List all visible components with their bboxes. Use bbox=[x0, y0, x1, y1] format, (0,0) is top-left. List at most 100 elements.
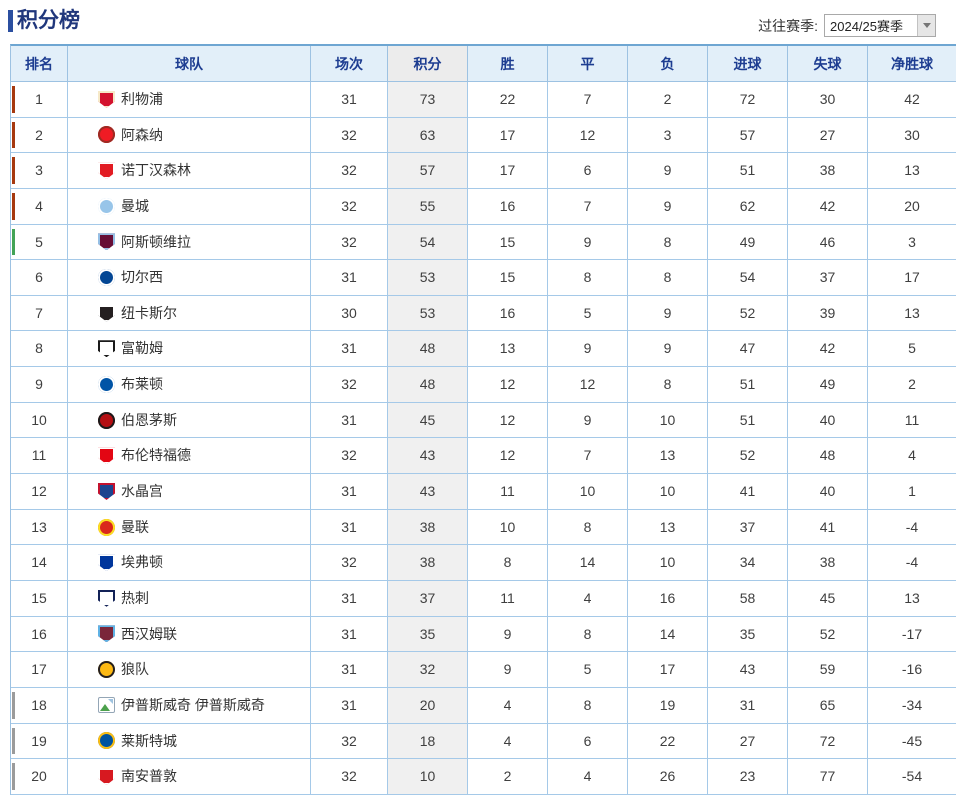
wins-cell: 11 bbox=[468, 474, 548, 510]
rank-value: 13 bbox=[31, 518, 47, 535]
goals-for-cell: 58 bbox=[708, 580, 788, 617]
points-cell: 53 bbox=[388, 260, 468, 296]
matches-played-cell: 32 bbox=[311, 545, 388, 581]
table-row[interactable]: 5 阿斯顿维拉 32 54 15 9 8 49 46 3 bbox=[11, 224, 956, 261]
goal-difference-value: 1 bbox=[908, 483, 916, 500]
goals-for-cell: 23 bbox=[708, 759, 788, 795]
team-name[interactable]: 布伦特福德 bbox=[121, 447, 191, 464]
table-row[interactable]: 7 纽卡斯尔 30 53 16 5 9 52 39 13 bbox=[11, 295, 956, 332]
team-name[interactable]: 曼城 bbox=[121, 197, 149, 214]
table-row[interactable]: 11 布伦特福德 32 43 12 7 13 52 48 4 bbox=[11, 438, 956, 475]
table-row[interactable]: 19 莱斯特城 32 18 4 6 22 27 72 -45 bbox=[11, 723, 956, 760]
goals-against-cell: 72 bbox=[788, 723, 868, 760]
team-logo bbox=[98, 732, 115, 750]
team-name[interactable]: 水晶宫 bbox=[121, 483, 163, 500]
goals-against-value: 49 bbox=[819, 376, 836, 393]
table-row[interactable]: 3 诺丁汉森林 32 57 17 6 9 51 38 13 bbox=[11, 153, 956, 189]
goal-difference-value: 13 bbox=[904, 304, 920, 321]
team-name[interactable]: 切尔西 bbox=[121, 269, 163, 286]
losses-cell: 13 bbox=[628, 438, 708, 475]
team-name[interactable]: 西汉姆联 bbox=[121, 625, 177, 642]
table-row[interactable]: 18 伊普斯威奇 伊普斯威奇 31 20 4 8 19 31 65 -34 bbox=[11, 687, 956, 724]
points-value: 32 bbox=[419, 661, 436, 678]
matches-played-cell: 32 bbox=[311, 438, 388, 475]
goals-for-value: 31 bbox=[739, 696, 756, 713]
chevron-down-icon[interactable] bbox=[917, 15, 935, 36]
team-cell: 水晶宫 bbox=[68, 474, 311, 510]
season-select[interactable]: 2024/25赛季 bbox=[824, 14, 936, 37]
goal-difference-value: -54 bbox=[901, 768, 923, 785]
losses-value: 2 bbox=[663, 91, 672, 107]
team-name[interactable]: 布莱顿 bbox=[121, 376, 163, 393]
goal-difference-cell: -4 bbox=[868, 545, 956, 581]
rank-cell: 20 bbox=[11, 759, 68, 795]
table-row[interactable]: 2 阿森纳 32 63 17 12 3 57 27 30 bbox=[11, 117, 956, 154]
matches-played-cell: 31 bbox=[311, 509, 388, 546]
draws-value: 4 bbox=[583, 768, 592, 785]
points-cell: 38 bbox=[388, 545, 468, 581]
team-name[interactable]: 诺丁汉森林 bbox=[121, 162, 191, 179]
team-cell: 布莱顿 bbox=[68, 367, 311, 403]
team-logo bbox=[98, 90, 115, 108]
team-name[interactable]: 阿森纳 bbox=[121, 126, 163, 143]
team-name[interactable]: 莱斯特城 bbox=[121, 732, 177, 749]
wins-value: 12 bbox=[499, 411, 516, 428]
team-name[interactable]: 曼联 bbox=[121, 518, 149, 535]
losses-value: 9 bbox=[663, 304, 672, 321]
table-row[interactable]: 8 富勒姆 31 48 13 9 9 47 42 5 bbox=[11, 331, 956, 368]
team-name[interactable]: 热刺 bbox=[121, 589, 149, 606]
table-row[interactable]: 15 热刺 31 37 11 4 16 58 45 13 bbox=[11, 580, 956, 617]
table-row[interactable]: 12 水晶宫 31 43 11 10 10 41 40 1 bbox=[11, 474, 956, 510]
wins-cell: 16 bbox=[468, 188, 548, 225]
team-name[interactable]: 埃弗顿 bbox=[121, 554, 163, 571]
goals-against-cell: 45 bbox=[788, 580, 868, 617]
standings-table: 排名 球队 场次 积分胜平负进球 失球 净胜球 1 利物浦 31 73 22 7 2 72… bbox=[10, 44, 956, 795]
team-name[interactable]: 纽卡斯尔 bbox=[121, 304, 177, 321]
draws-cell: 12 bbox=[548, 117, 628, 154]
draws-cell: 6 bbox=[548, 723, 628, 760]
team-name[interactable]: 伯恩茅斯 bbox=[121, 411, 177, 428]
draws-cell: 5 bbox=[548, 295, 628, 332]
table-row[interactable]: 17 狼队 31 32 9 5 17 43 59 -16 bbox=[11, 652, 956, 688]
team-name[interactable]: 阿斯顿维拉 bbox=[121, 233, 191, 250]
losses-value: 16 bbox=[659, 589, 676, 606]
table-row[interactable]: 20 南安普敦 32 10 2 4 26 23 77 -54 bbox=[11, 759, 956, 795]
table-row[interactable]: 6 切尔西 31 53 15 8 8 54 37 17 bbox=[11, 260, 956, 296]
losses-value: 13 bbox=[659, 518, 676, 535]
goals-for-value: 23 bbox=[739, 768, 756, 785]
team-name[interactable]: 南安普敦 bbox=[121, 768, 177, 785]
goals-for-cell: 34 bbox=[708, 545, 788, 581]
team-name[interactable]: 利物浦 bbox=[121, 91, 163, 107]
draws-value: 7 bbox=[583, 447, 592, 464]
column-header-draw: 平 bbox=[548, 46, 628, 82]
points-cell: 57 bbox=[388, 153, 468, 189]
column-header-ga: 失球 bbox=[788, 46, 868, 82]
draws-value: 6 bbox=[583, 162, 592, 179]
table-header-row: 排名 球队 场次 积分胜平负进球 失球 净胜球 bbox=[11, 46, 956, 82]
wins-value: 4 bbox=[503, 696, 512, 713]
matches-played-value: 31 bbox=[341, 269, 357, 286]
team-logo bbox=[98, 304, 115, 322]
table-row[interactable]: 16 西汉姆联 31 35 9 8 14 35 52 -17 bbox=[11, 616, 956, 653]
points-cell: 32 bbox=[388, 652, 468, 688]
team-name[interactable]: 狼队 bbox=[121, 661, 149, 678]
table-row[interactable]: 9 布莱顿 32 48 12 12 8 51 49 2 bbox=[11, 367, 956, 403]
goal-difference-cell: 42 bbox=[868, 82, 956, 118]
goals-against-cell: 77 bbox=[788, 759, 868, 795]
table-row[interactable]: 1 利物浦 31 73 22 7 2 72 30 42 bbox=[11, 82, 956, 118]
goals-for-value: 35 bbox=[739, 625, 756, 642]
goals-for-cell: 62 bbox=[708, 188, 788, 225]
team-logo bbox=[98, 447, 115, 465]
team-cell: 利物浦 bbox=[68, 82, 311, 118]
team-name[interactable]: 伊普斯威奇 伊普斯威奇 bbox=[121, 696, 265, 713]
goals-against-cell: 40 bbox=[788, 402, 868, 439]
team-logo bbox=[98, 233, 115, 251]
table-row[interactable]: 14 埃弗顿 32 38 8 14 10 34 38 -4 bbox=[11, 545, 956, 581]
table-row[interactable]: 13 曼联 31 38 10 8 13 37 41 -4 bbox=[11, 509, 956, 546]
team-name[interactable]: 富勒姆 bbox=[121, 340, 163, 357]
goal-difference-cell: 2 bbox=[868, 367, 956, 403]
goals-for-value: 51 bbox=[739, 162, 756, 179]
table-row[interactable]: 4 曼城 32 55 16 7 9 62 42 20 bbox=[11, 188, 956, 225]
table-row[interactable]: 10 伯恩茅斯 31 45 12 9 10 51 40 11 bbox=[11, 402, 956, 439]
wins-cell: 22 bbox=[468, 82, 548, 118]
